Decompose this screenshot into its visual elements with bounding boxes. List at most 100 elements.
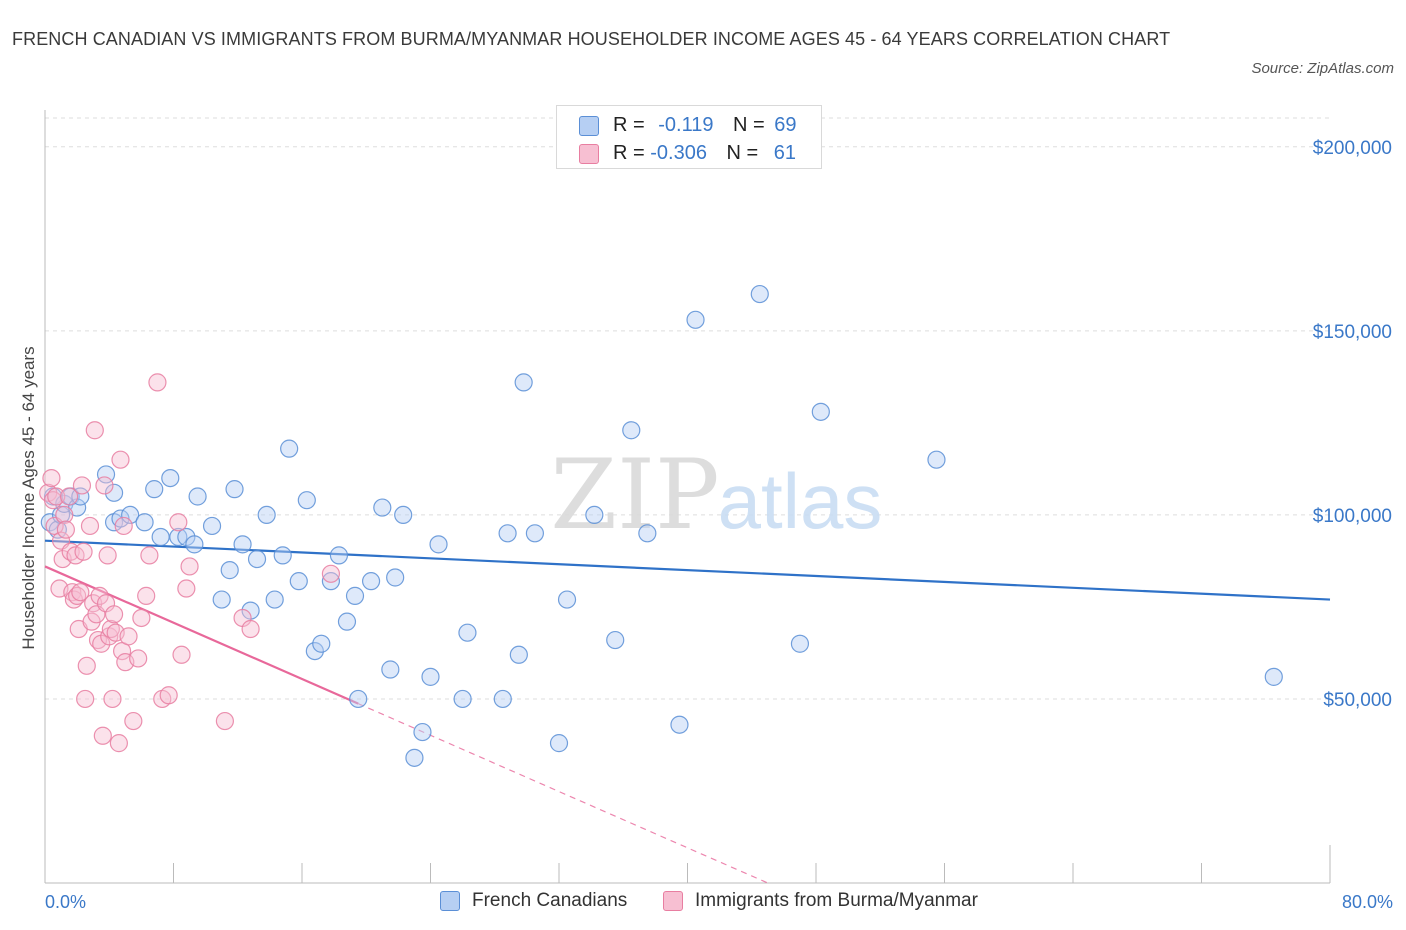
watermark-atlas: atlas: [718, 457, 883, 545]
point-french-canadians: [212, 590, 231, 609]
point-french-canadians: [670, 715, 689, 734]
y-tick-label: $100,000: [1313, 506, 1392, 527]
bottom-legend-label: French Canadians: [472, 890, 628, 911]
point-burma: [95, 476, 114, 495]
point-burma: [321, 564, 341, 583]
point-french-canadians: [413, 722, 432, 742]
bottom-legend-label: Immigrants from Burma/Myanmar: [695, 890, 978, 911]
point-french-canadians: [145, 480, 164, 499]
point-french-canadians: [421, 667, 440, 686]
point-burma: [74, 542, 93, 561]
point-french-canadians: [265, 590, 284, 609]
point-burma: [215, 711, 234, 731]
legend-r-label: R =: [613, 114, 645, 136]
point-french-canadians: [161, 468, 180, 488]
point-burma: [111, 450, 130, 469]
bottom-legend-swatch-blue: [440, 891, 460, 911]
axis-labels: Householder Income Ages 45 - 64 years $5…: [19, 138, 1393, 912]
point-french-canadians: [121, 505, 140, 525]
point-french-canadians: [525, 524, 545, 543]
point-burma: [77, 656, 96, 675]
point-french-canadians: [394, 505, 413, 525]
point-french-canadians: [405, 748, 424, 767]
point-burma: [180, 557, 199, 576]
point-french-canadians: [297, 491, 316, 510]
point-burma: [177, 579, 196, 598]
legend-r-value: -0.306: [650, 142, 707, 164]
point-french-canadians: [549, 734, 569, 753]
point-burma: [114, 516, 133, 536]
point-french-canadians: [606, 630, 625, 650]
point-french-canadians: [280, 439, 299, 458]
point-french-canadians: [638, 524, 657, 543]
legend-n-value: 69: [774, 114, 797, 136]
point-french-canadians: [1264, 667, 1283, 686]
watermark: ZIP atlas: [550, 439, 882, 551]
point-french-canadians: [458, 623, 477, 642]
legend-swatch-blue: [579, 116, 599, 136]
point-french-canadians: [337, 612, 357, 631]
point-french-canadians: [361, 572, 381, 591]
point-french-canadians: [750, 284, 769, 304]
point-burma: [169, 513, 188, 532]
point-french-canadians: [185, 535, 204, 554]
point-burma: [119, 627, 138, 646]
point-burma: [104, 605, 124, 624]
point-burma: [85, 421, 104, 440]
point-burma: [42, 468, 61, 488]
y-tick-label: $150,000: [1313, 322, 1392, 343]
point-french-canadians: [493, 689, 512, 709]
trend-line-burma-extension: [357, 703, 769, 884]
point-french-canadians: [453, 689, 472, 709]
point-french-canadians: [135, 513, 154, 532]
point-french-canadians: [585, 505, 604, 525]
point-burma: [241, 619, 260, 639]
chart-source: Source: ZipAtlas.com: [1251, 60, 1394, 77]
point-french-canadians: [329, 546, 349, 565]
chart-title: FRENCH CANADIAN VS IMMIGRANTS FROM BURMA…: [12, 29, 1171, 49]
point-french-canadians: [381, 660, 400, 679]
y-axis-label: Householder Income Ages 45 - 64 years: [19, 346, 38, 649]
point-french-canadians: [557, 590, 577, 609]
point-french-canadians: [386, 568, 405, 587]
trend-lines: [44, 539, 1331, 884]
point-french-canadians: [514, 373, 533, 392]
point-burma: [80, 516, 100, 536]
point-burma: [129, 649, 148, 668]
point-burma: [159, 686, 178, 705]
point-french-canadians: [151, 527, 170, 547]
legend-r-label: R =: [613, 142, 645, 164]
point-french-canadians: [622, 421, 641, 440]
legend-n-label: N =: [726, 142, 759, 164]
point-french-canadians: [247, 549, 267, 569]
point-french-canadians: [225, 480, 244, 499]
point-french-canadians: [220, 561, 239, 580]
point-french-canadians: [104, 483, 124, 502]
point-french-canadians: [257, 505, 276, 525]
correlation-legend: R = -0.119 N = 69 R = -0.306 N = 61: [556, 105, 822, 169]
data-points: [39, 284, 1283, 767]
point-french-canadians: [790, 634, 810, 653]
point-burma: [148, 373, 167, 392]
point-burma: [71, 583, 90, 602]
point-french-canadians: [429, 535, 448, 554]
y-tick-label: $50,000: [1323, 690, 1392, 711]
point-burma: [55, 505, 74, 525]
point-burma: [72, 476, 92, 495]
legend-swatch-pink: [579, 144, 599, 164]
point-french-canadians: [349, 689, 368, 709]
x-tick-label: 80.0%: [1342, 892, 1393, 912]
watermark-zip: ZIP: [550, 439, 719, 551]
point-french-canadians: [233, 535, 252, 554]
point-burma: [59, 487, 79, 506]
point-burma: [172, 645, 191, 664]
legend-n-value: 61: [773, 142, 797, 164]
point-french-canadians: [498, 524, 517, 543]
point-burma: [84, 594, 103, 613]
point-burma: [76, 689, 95, 709]
point-burma: [93, 726, 112, 745]
point-french-canadians: [373, 498, 392, 517]
point-burma: [132, 608, 151, 628]
point-french-canadians: [312, 634, 331, 653]
trend-line-burma: [44, 565, 359, 705]
